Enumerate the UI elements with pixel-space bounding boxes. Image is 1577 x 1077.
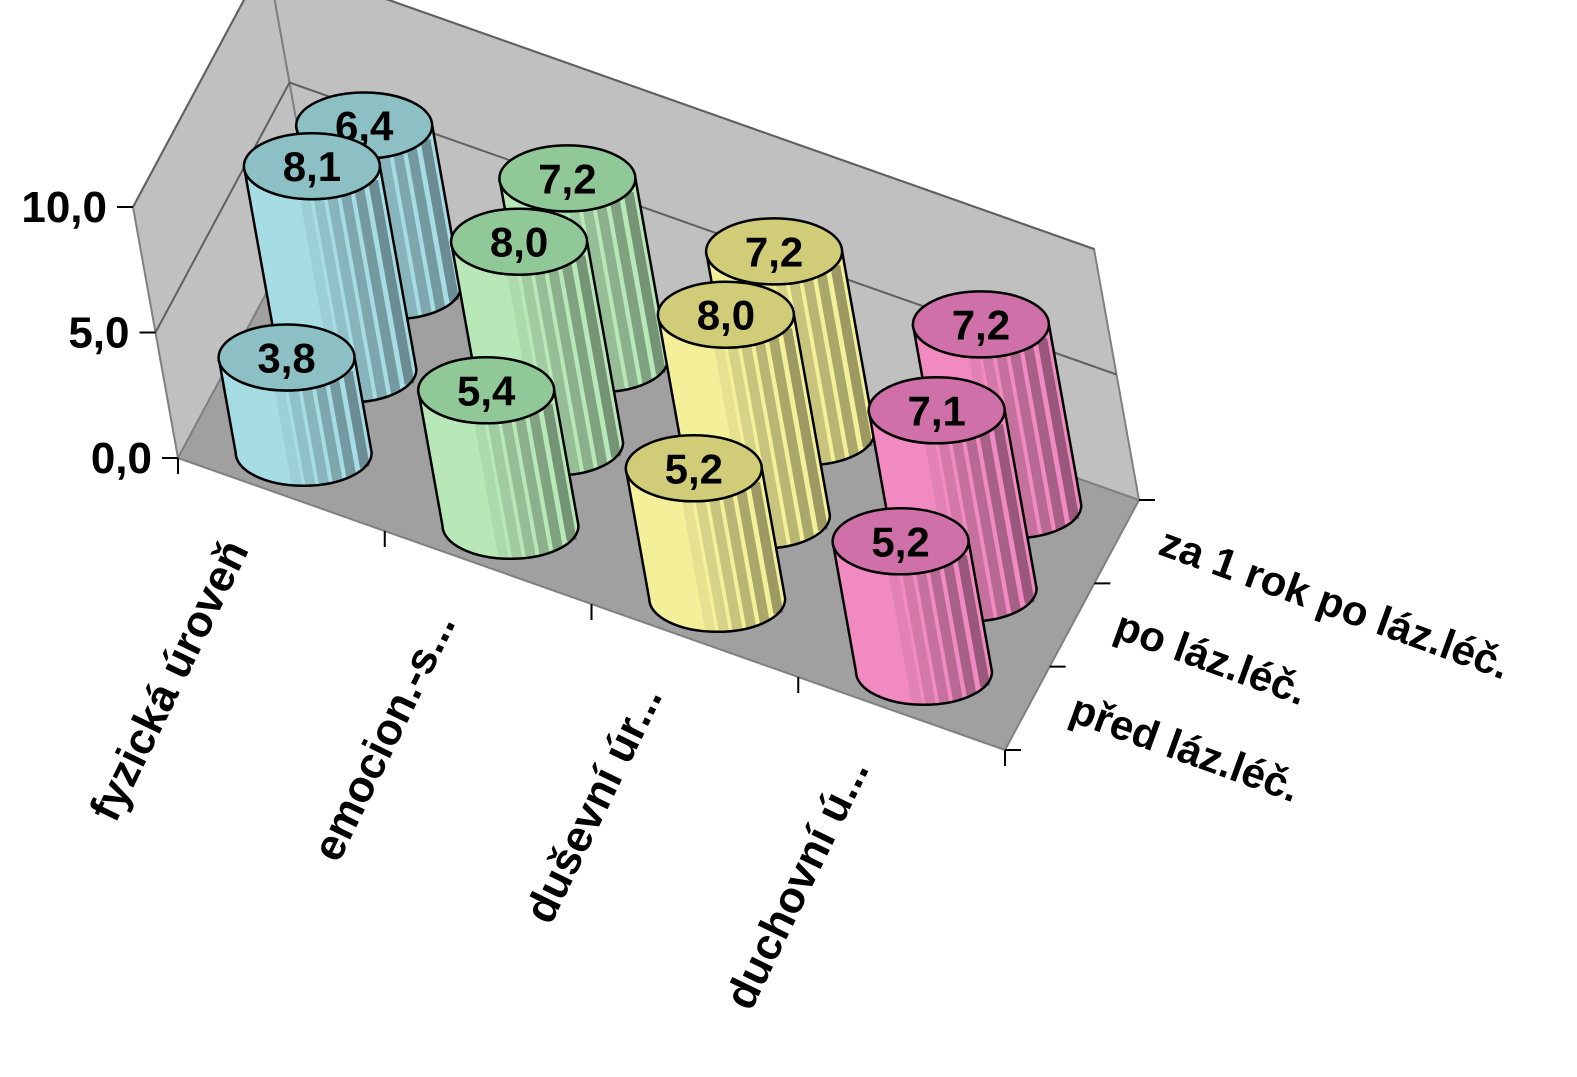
bar-cap xyxy=(498,144,637,213)
bar-shade xyxy=(741,345,788,548)
bar-shade xyxy=(789,282,832,465)
bar-shade xyxy=(274,389,302,487)
bar-shade xyxy=(709,498,743,632)
category-label: emocion.-s... xyxy=(303,605,465,868)
data-label: 7,1 xyxy=(908,387,966,434)
bar-shade xyxy=(965,438,1008,618)
bar-shade xyxy=(816,274,860,457)
bar-cap xyxy=(624,434,764,503)
y-tick-label: 5,0 xyxy=(68,309,129,358)
bar-shade xyxy=(542,403,577,542)
bar-shade xyxy=(534,272,581,475)
bar-shade xyxy=(596,206,639,389)
bar-shade xyxy=(393,153,432,316)
series-label: po láz.léč. xyxy=(1109,601,1314,714)
bar-shade xyxy=(888,573,923,706)
data-label: 5,2 xyxy=(871,518,929,565)
data-label: 7,2 xyxy=(745,228,803,275)
bar-shade xyxy=(406,148,446,311)
bar-shade xyxy=(736,491,770,624)
bar-duchovni-u-s1: 5,2 xyxy=(831,507,994,707)
bar-cap xyxy=(831,507,970,576)
bar-shade xyxy=(548,269,595,472)
bar-shade xyxy=(354,188,401,394)
category-label: duševní úr... xyxy=(515,678,672,930)
bar-dusevni-ur-s1: 5,2 xyxy=(624,434,787,634)
y-tick-label: 10,0 xyxy=(21,183,107,232)
bar-shade xyxy=(501,420,536,559)
bar-shade xyxy=(474,422,509,560)
data-label: 7,2 xyxy=(538,155,596,202)
bar-shade xyxy=(561,264,608,467)
bar-shade xyxy=(943,564,977,697)
data-label: 5,2 xyxy=(665,445,723,492)
category-label: fyzická úroveň xyxy=(80,532,258,828)
bar-shade xyxy=(956,554,991,688)
bar-cap xyxy=(704,217,844,286)
bar-cap xyxy=(867,376,1006,445)
bar-shade xyxy=(902,573,936,706)
data-label: 8,0 xyxy=(697,292,755,339)
bar-cap xyxy=(242,131,382,201)
bar-shade xyxy=(803,279,846,462)
bar-emocion-s-s1: 5,4 xyxy=(416,356,580,561)
y-tick-label: 0,0 xyxy=(91,434,152,483)
bar-shade xyxy=(575,255,622,458)
bar-cap xyxy=(416,356,556,425)
bar-shade xyxy=(916,571,950,705)
bar-cap xyxy=(217,323,356,392)
bar-shade xyxy=(695,500,729,633)
bar-shade xyxy=(722,496,757,629)
bar-shade xyxy=(979,433,1022,613)
bar-shade xyxy=(528,413,564,551)
data-label: 3,8 xyxy=(257,335,315,382)
chart-bars: 6,47,27,27,28,18,08,07,13,85,45,25,2 xyxy=(217,91,1083,707)
bar-shade xyxy=(996,355,1039,538)
bar-shade xyxy=(302,388,330,486)
bar-shade xyxy=(368,179,415,385)
bar-shade xyxy=(379,156,419,319)
bar-shade xyxy=(315,385,343,483)
data-label: 8,1 xyxy=(283,143,341,190)
bar-shade xyxy=(515,418,550,556)
bar-cap xyxy=(449,207,589,276)
bar-shade xyxy=(782,328,829,531)
category-label: duchovní ú... xyxy=(716,751,879,1016)
bar-shade xyxy=(1023,347,1066,530)
gridline xyxy=(132,0,1095,250)
bar-shade xyxy=(288,389,316,487)
bar-shade xyxy=(610,201,653,384)
bar-shade xyxy=(582,209,626,392)
bar-shade xyxy=(929,569,963,702)
bar-shade xyxy=(327,196,374,402)
bar-shade xyxy=(952,440,994,621)
bar-shade xyxy=(420,139,460,302)
bar-shade xyxy=(329,380,357,478)
data-label: 5,4 xyxy=(457,367,516,414)
bar-shade xyxy=(830,264,873,448)
bar-shade xyxy=(488,422,523,560)
bar-shade xyxy=(750,481,784,615)
data-label: 8,0 xyxy=(490,219,548,266)
data-label: 7,2 xyxy=(952,301,1010,348)
bar-shade xyxy=(992,423,1035,604)
bar-cap xyxy=(911,290,1051,359)
bar-shade xyxy=(623,191,666,375)
bar-shade xyxy=(768,337,815,540)
bar-shade xyxy=(754,342,801,545)
bar-shade xyxy=(1037,337,1080,521)
chart-axes: 0,0 5,0 10,0 xyxy=(21,0,1155,766)
bar-shade xyxy=(342,370,370,469)
bar-fyzicka-uroven-s1: 3,8 xyxy=(217,323,373,488)
bar-shade xyxy=(340,193,388,399)
bar-shade xyxy=(682,500,716,633)
bar-shade xyxy=(1009,352,1053,535)
bar-cap xyxy=(656,280,796,349)
